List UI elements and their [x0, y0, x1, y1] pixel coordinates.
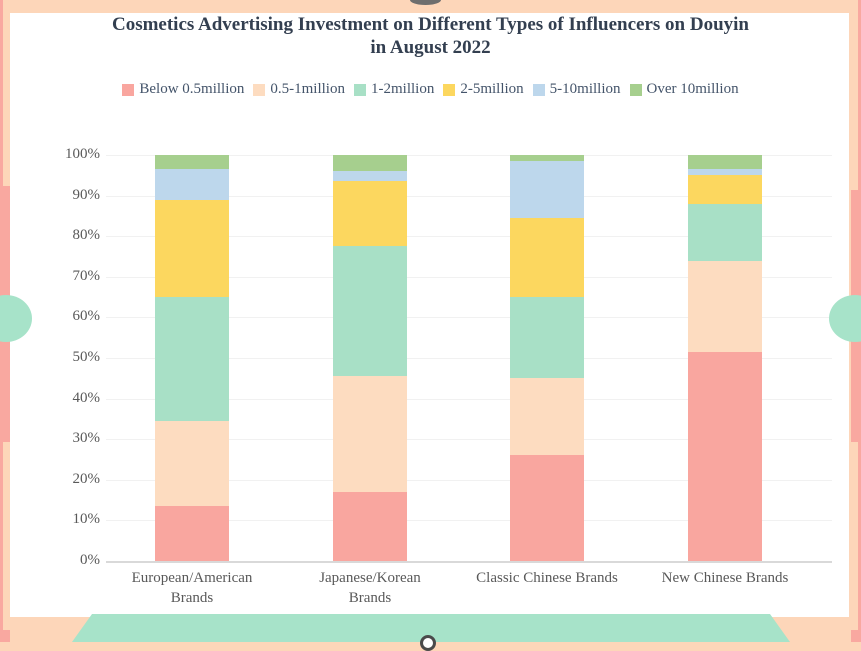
legend-swatch: [122, 83, 135, 96]
legend-swatch: [353, 83, 366, 96]
bottom-right-accent: [851, 630, 861, 642]
x-axis-label-line: Japanese/Korean: [319, 570, 421, 586]
gridline: [106, 155, 832, 156]
bar-segment: [155, 420, 229, 507]
y-tick-label: 80%: [72, 227, 101, 244]
y-tick-label: 20%: [72, 470, 101, 487]
y-tick-label: 90%: [72, 186, 101, 203]
bar-segment: [510, 378, 584, 456]
legend-item: 2-5million: [443, 81, 524, 98]
gridline: [106, 195, 832, 197]
y-tick-label: 40%: [72, 389, 101, 406]
gridline: [106, 398, 832, 400]
bar-segment: [155, 155, 229, 170]
gridline: [106, 276, 832, 278]
bar-segment: [510, 155, 584, 162]
bar-segment: [688, 169, 762, 176]
y-tick-label: 0%: [80, 552, 100, 568]
x-axis-label-line: Brands: [170, 590, 214, 606]
bar-segment: [155, 506, 229, 561]
gridline: [106, 479, 832, 481]
bar-segment: [333, 246, 407, 377]
bottom-left-accent: [0, 630, 10, 642]
legend-label: 1-2million: [370, 81, 435, 97]
legend-label: 0.5-1million: [270, 81, 345, 97]
y-tick-label: 60%: [72, 308, 101, 325]
bar-segment: [333, 181, 407, 247]
legend-swatch: [532, 83, 545, 96]
bar-segment: [155, 169, 229, 200]
gridline: [106, 317, 832, 319]
bar-segment: [510, 455, 584, 561]
legend-item: Over 10million: [629, 81, 739, 98]
x-axis-label-line: European/American: [131, 570, 253, 586]
legend-item: 0.5-1million: [253, 81, 345, 98]
y-tick-label: 50%: [72, 349, 101, 365]
x-axis-label: New Chinese Brands: [637, 568, 813, 588]
legend-label: Below 0.5million: [139, 81, 245, 97]
bar-segment: [510, 297, 584, 379]
x-axis-label: European/American Brands: [104, 568, 280, 608]
legend-item: 5-10million: [532, 81, 621, 98]
bottom-circle-decoration: [420, 635, 436, 651]
gridline: [106, 358, 832, 359]
bar-segment: [333, 171, 407, 182]
bar-segment: [333, 155, 407, 172]
bar-segment: [333, 376, 407, 492]
bar-segment: [510, 161, 584, 218]
chart-title-line-1: Cosmetics Advertising Investment on Diff…: [111, 14, 750, 35]
bar-segment: [333, 491, 407, 561]
x-axis-label-line: Brands: [348, 590, 392, 606]
bar-segment: [688, 203, 762, 261]
legend-swatch: [443, 83, 456, 96]
y-tick-label: 70%: [72, 267, 101, 284]
legend-swatch: [253, 83, 266, 96]
gridline: [106, 520, 832, 522]
bar-segment: [688, 260, 762, 352]
x-axis-label-line: New Chinese Brands: [661, 570, 789, 586]
chart-legend: Below 0.5million 0.5-1million 1-2million 2-…: [0, 81, 861, 98]
x-axis-label: Japanese/Korean Brands: [282, 568, 458, 608]
legend-label: 5-10million: [549, 81, 621, 97]
bar-segment: [155, 199, 229, 298]
x-axis-line: [106, 561, 832, 563]
y-tick-label: 30%: [72, 430, 101, 447]
chart-title-line-2: in August 2022: [370, 37, 491, 58]
legend-label: Over 10million: [646, 81, 739, 97]
bar-segment: [510, 217, 584, 298]
x-axis-label-line: Classic Chinese Brands: [476, 570, 618, 586]
y-tick-label: 10%: [72, 511, 101, 528]
y-tick-label: 100%: [65, 146, 100, 162]
bar-segment: [688, 175, 762, 204]
bar-segment: [155, 297, 229, 421]
chart-title: Cosmetics Advertising Investment on Diff…: [0, 13, 861, 59]
bar-segment: [688, 351, 762, 561]
legend-item: 1-2million: [353, 81, 435, 98]
bar-segment: [688, 155, 762, 170]
top-notch-decoration: [410, 0, 441, 5]
legend-label: 2-5million: [460, 81, 524, 97]
gridline: [106, 439, 832, 441]
legend-swatch: [629, 83, 642, 96]
legend-item: Below 0.5million: [122, 81, 244, 98]
gridline: [106, 236, 832, 238]
x-axis-label: Classic Chinese Brands: [459, 568, 635, 588]
